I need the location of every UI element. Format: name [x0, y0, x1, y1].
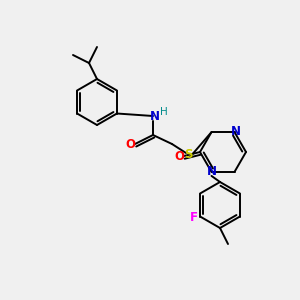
Text: N: N — [230, 124, 241, 138]
Text: N: N — [206, 165, 217, 178]
Text: S: S — [184, 148, 192, 161]
Text: H: H — [160, 107, 168, 117]
Text: N: N — [150, 110, 160, 124]
Text: O: O — [174, 151, 184, 164]
Text: F: F — [190, 211, 198, 224]
Text: O: O — [125, 139, 135, 152]
